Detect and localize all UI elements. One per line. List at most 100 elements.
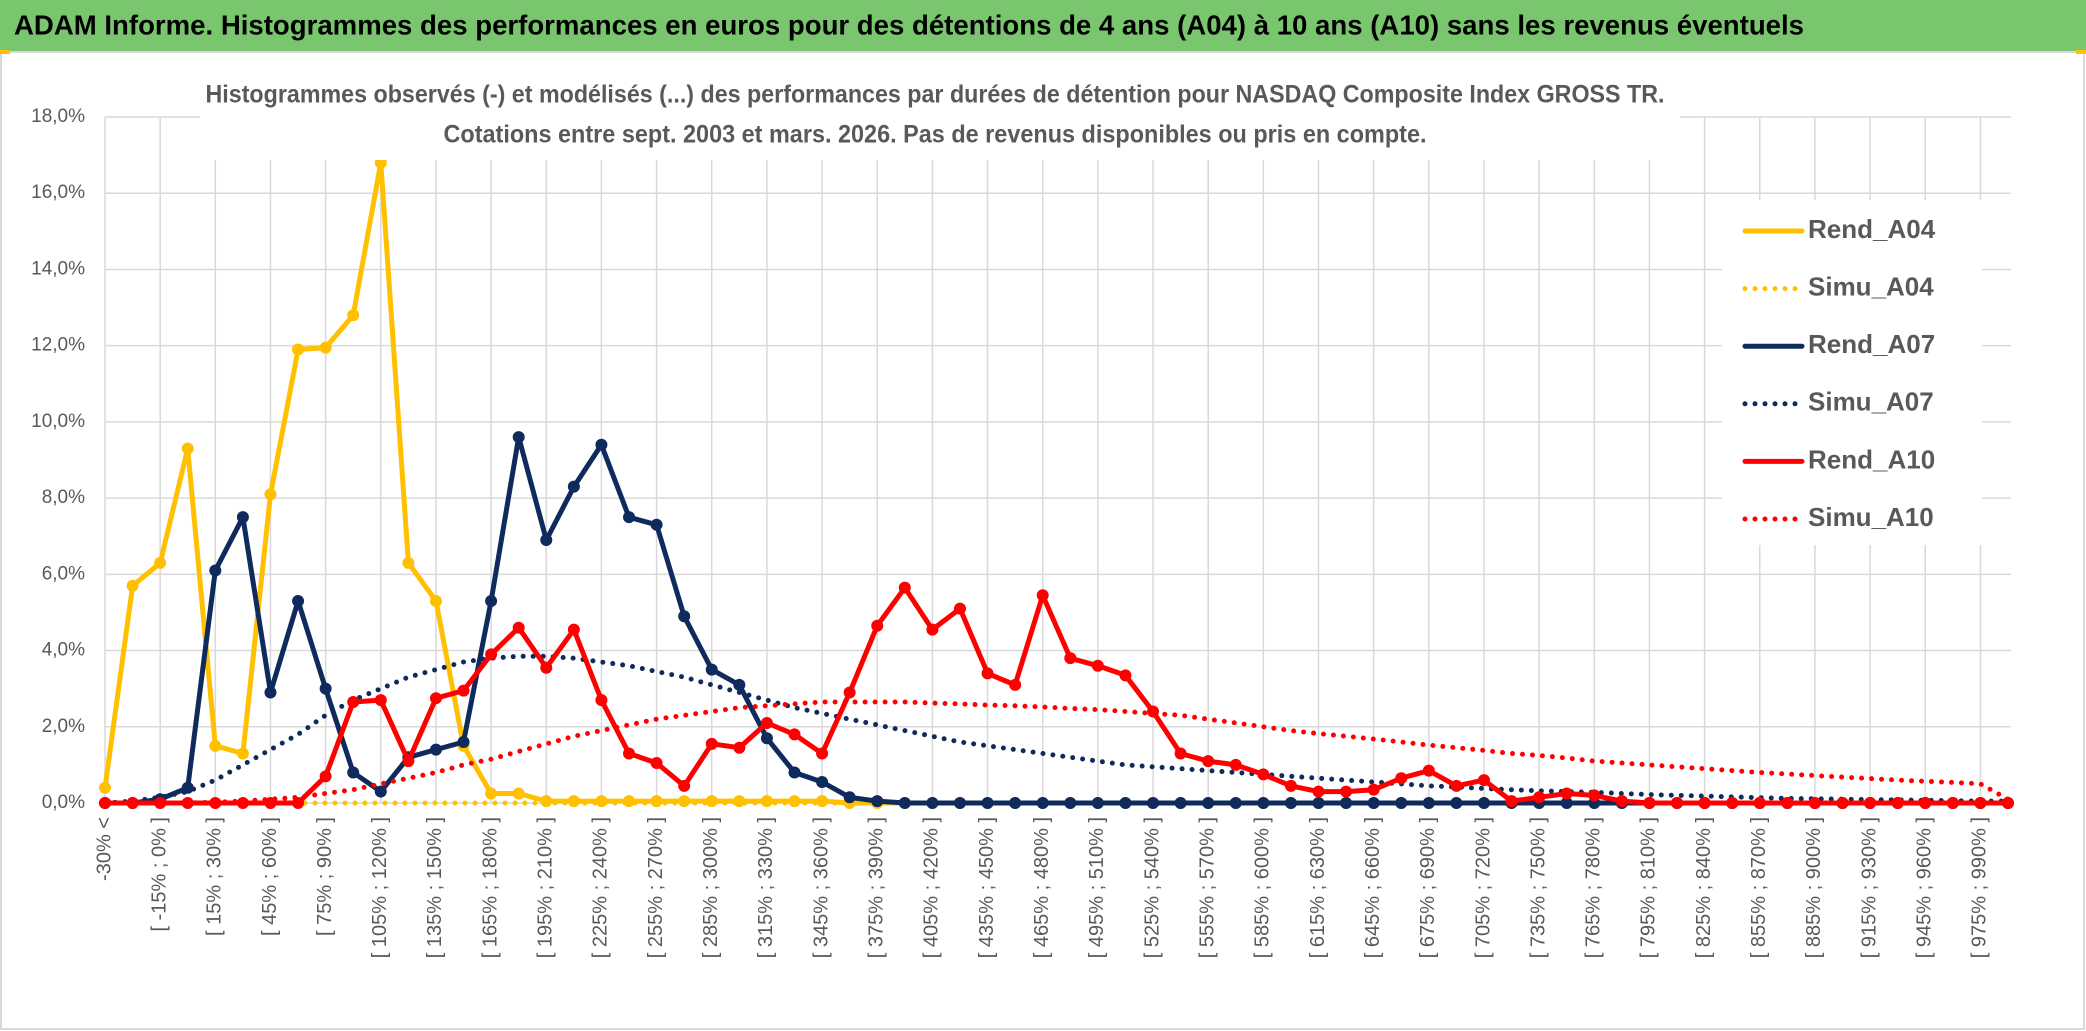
y-tick-label: 4,0%: [42, 640, 85, 661]
x-tick-label: [ 285% ; 300% ]: [700, 817, 722, 958]
x-tick-label: [ 255% ; 270% ]: [645, 817, 667, 958]
y-tick-label: 12,0%: [31, 335, 85, 356]
data-point: [1395, 772, 1408, 785]
data-point: [760, 732, 773, 745]
data-point: [485, 595, 498, 608]
x-tick-label: [ 915% ; 930% ]: [1858, 817, 1880, 958]
data-point: [1312, 797, 1325, 809]
x-tick-label: [ 75% ; 90% ]: [314, 817, 336, 936]
data-point: [926, 797, 939, 809]
data-point: [1919, 797, 1932, 809]
x-tick-label: [ 555% ; 570% ]: [1196, 817, 1218, 958]
x-tick-label: [ 435% ; 450% ]: [976, 817, 998, 958]
data-point: [1974, 797, 1987, 809]
data-point: [1284, 797, 1297, 809]
data-point: [595, 438, 608, 451]
data-point: [788, 766, 801, 779]
data-point: [1864, 797, 1877, 809]
data-point: [485, 787, 498, 800]
data-point: [264, 686, 277, 699]
x-tick-label: -30% <: [93, 817, 115, 881]
x-tick-label: [ -15% ; 0% ]: [148, 817, 170, 932]
data-point: [843, 791, 856, 804]
x-tick-label: [ 195% ; 210% ]: [535, 817, 557, 958]
data-point: [512, 621, 525, 634]
series-line: [102, 585, 2011, 806]
data-point: [760, 795, 773, 808]
data-point: [1340, 797, 1353, 809]
x-tick-label: [ 645% ; 660% ]: [1362, 817, 1384, 958]
data-point: [1147, 797, 1160, 809]
data-point: [678, 779, 691, 792]
series-line: [102, 699, 2011, 806]
series-line: [102, 653, 2011, 806]
data-point: [540, 661, 553, 674]
data-point: [1091, 659, 1104, 672]
y-tick-label: 6,0%: [42, 563, 85, 584]
data-point: [292, 343, 305, 356]
x-tick-label: [ 135% ; 150% ]: [424, 817, 446, 958]
data-point: [264, 488, 277, 501]
data-point: [1946, 797, 1959, 809]
data-point: [898, 581, 911, 594]
data-point: [1340, 785, 1353, 798]
data-point: [871, 795, 884, 808]
x-tick-label: [ 735% ; 750% ]: [1527, 817, 1549, 958]
data-point: [1891, 797, 1904, 809]
data-point: [1395, 797, 1408, 809]
data-point: [1422, 764, 1435, 777]
data-point: [1174, 797, 1187, 809]
data-point: [623, 747, 636, 760]
data-point: [953, 602, 966, 615]
data-point: [126, 579, 139, 592]
data-point: [1036, 589, 1049, 602]
x-tick-label: [ 375% ; 390% ]: [866, 817, 888, 958]
x-tick-label: [ 825% ; 840% ]: [1693, 817, 1715, 958]
data-point: [705, 737, 718, 750]
y-tick-label: 16,0%: [31, 182, 85, 203]
data-point: [457, 736, 470, 749]
x-tick-label: [ 165% ; 180% ]: [479, 817, 501, 958]
data-point: [181, 442, 194, 455]
legend: Rend_A04 Simu_A04 Rend_A07 Simu_A07 Rend_A10…: [1722, 200, 1982, 545]
y-tick-label: 10,0%: [31, 411, 85, 432]
data-point: [1505, 795, 1518, 808]
data-point: [1064, 652, 1077, 665]
title-background: [200, 76, 1680, 160]
data-point: [788, 728, 801, 741]
data-point: [567, 623, 580, 636]
chart-subtitle: Cotations entre sept. 2003 et mars. 2026…: [444, 121, 1427, 149]
data-point: [319, 341, 332, 354]
data-point: [236, 747, 249, 760]
legend-box: [1722, 200, 1982, 545]
page-title: ADAM Informe. Histogrammes des performan…: [14, 9, 1804, 40]
data-point: [898, 797, 911, 809]
data-point: [374, 694, 387, 707]
data-point: [374, 785, 387, 798]
data-point: [1698, 797, 1711, 809]
data-point: [1753, 797, 1766, 809]
data-point: [1477, 774, 1490, 787]
x-tick-label: [ 795% ; 810% ]: [1638, 817, 1660, 958]
data-point: [1119, 669, 1132, 682]
data-point: [1808, 797, 1821, 809]
header-bar: [0, 0, 2086, 52]
data-point: [236, 511, 249, 524]
data-point: [1615, 795, 1628, 808]
data-point: [650, 518, 663, 531]
data-point: [1064, 797, 1077, 809]
x-tick-label: [ 675% ; 690% ]: [1417, 817, 1439, 958]
data-point: [209, 564, 222, 577]
data-point: [1477, 797, 1490, 809]
data-point: [1202, 797, 1215, 809]
x-tick-label: [ 585% ; 600% ]: [1252, 817, 1274, 958]
x-tick-label: [ 615% ; 630% ]: [1307, 817, 1329, 958]
data-point: [347, 696, 360, 709]
series-layer: [99, 156, 2014, 809]
data-point: [457, 684, 470, 697]
data-point: [1174, 747, 1187, 760]
x-tick-label: [ 465% ; 480% ]: [1031, 817, 1053, 958]
data-point: [733, 678, 746, 691]
data-point: [871, 619, 884, 632]
